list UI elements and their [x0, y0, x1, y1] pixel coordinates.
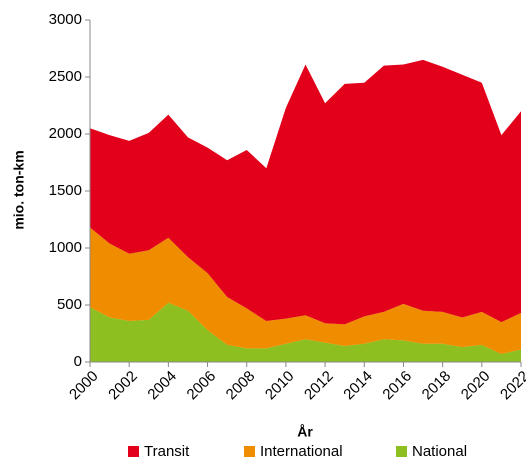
- legend-label: National: [412, 443, 467, 460]
- y-tick-label: 500: [57, 296, 82, 313]
- y-tick-label: 0: [74, 353, 82, 370]
- x-tick-label: 2014: [340, 368, 376, 404]
- x-tick-label: 2004: [144, 368, 180, 404]
- y-tick-label: 1500: [49, 182, 82, 199]
- legend-label: International: [260, 443, 343, 460]
- x-tick-label: 2002: [105, 368, 141, 404]
- x-tick-label: 2018: [419, 368, 455, 404]
- y-tick-label: 2500: [49, 68, 82, 85]
- y-tick-label: 2000: [49, 125, 82, 142]
- x-axis-label: År: [297, 424, 313, 440]
- legend-label: Transit: [144, 443, 190, 460]
- x-tick-label: 2012: [301, 368, 337, 404]
- area: [90, 59, 521, 325]
- legend-swatch: [244, 446, 255, 457]
- legend-swatch: [396, 446, 407, 457]
- x-tick-label: 2000: [66, 368, 102, 404]
- x-tick-label: 2008: [223, 368, 259, 404]
- y-tick-label: 1000: [49, 239, 82, 256]
- area: [90, 227, 521, 355]
- area: [90, 302, 521, 362]
- legend-swatch: [128, 446, 139, 457]
- x-tick-label: 2006: [184, 368, 220, 404]
- x-tick-label: 2020: [458, 368, 494, 404]
- x-tick-label: 2022: [497, 368, 526, 404]
- x-tick-label: 2010: [262, 368, 298, 404]
- y-tick-label: 3000: [49, 11, 82, 28]
- y-axis-label: mio. ton-km: [11, 150, 27, 229]
- x-tick-label: 2016: [379, 368, 415, 404]
